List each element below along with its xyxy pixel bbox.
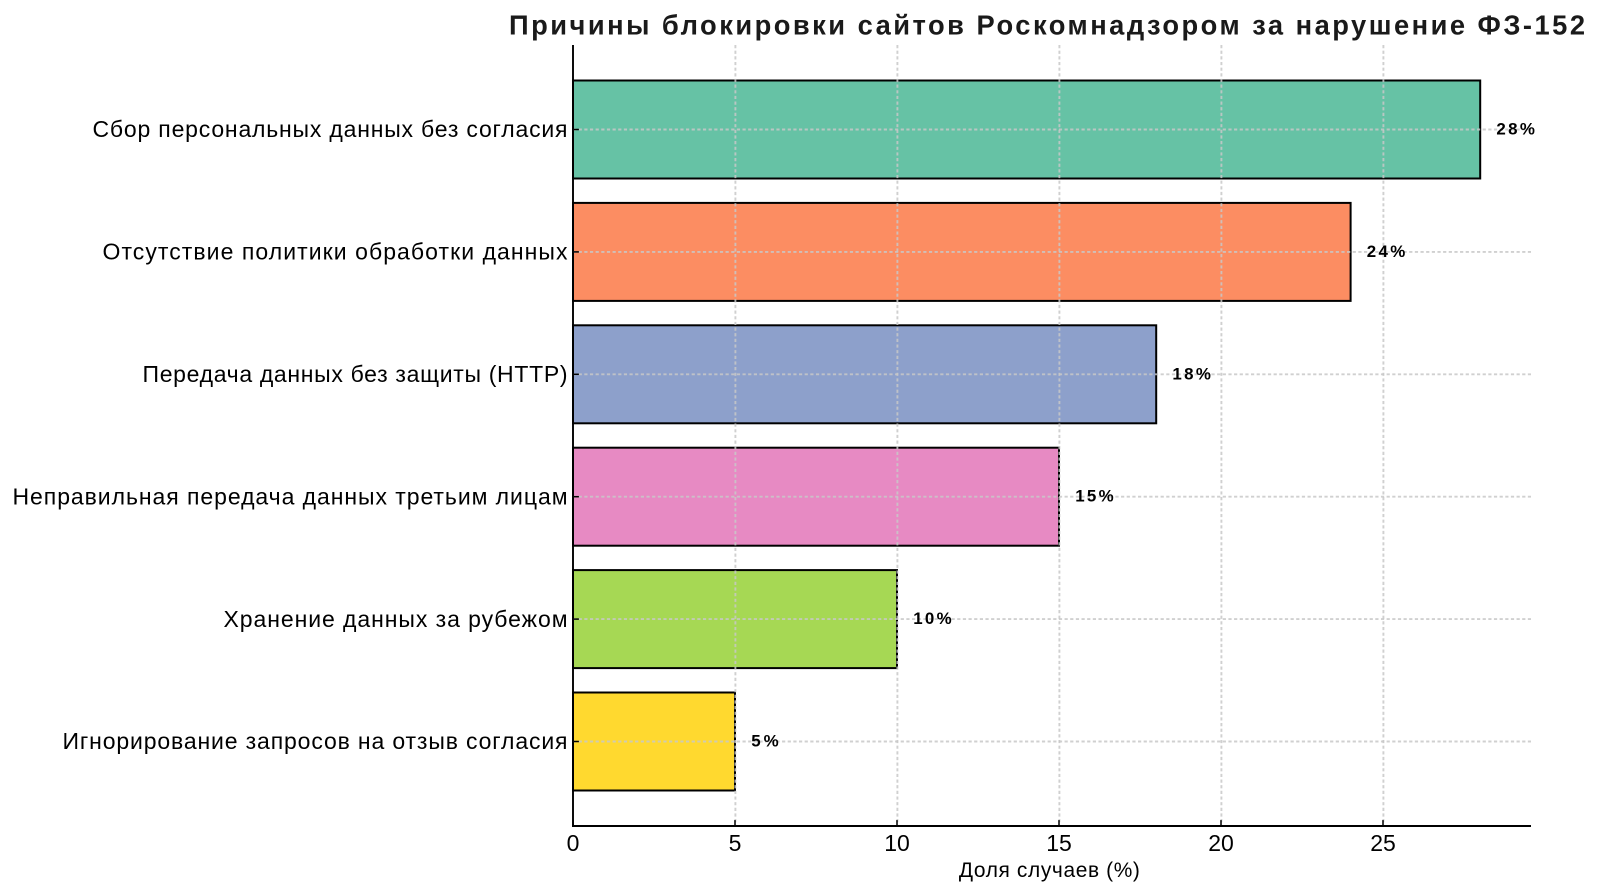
svg-text:5%: 5% <box>751 732 779 751</box>
svg-text:Передача данных без защиты (HT: Передача данных без защиты (HTTP) <box>143 361 568 387</box>
svg-text:24%: 24% <box>1367 242 1406 261</box>
svg-text:Хранение данных за рубежом: Хранение данных за рубежом <box>224 606 568 632</box>
svg-text:5: 5 <box>729 830 742 856</box>
svg-text:Неправильная передача данных т: Неправильная передача данных третьим лиц… <box>13 483 568 509</box>
svg-text:Игнорирование запросов на отзы: Игнорирование запросов на отзыв согласия <box>63 728 568 754</box>
svg-text:28%: 28% <box>1496 120 1535 139</box>
svg-text:25: 25 <box>1370 830 1396 856</box>
svg-text:10: 10 <box>884 830 910 856</box>
svg-text:0: 0 <box>567 830 580 856</box>
svg-text:Отсутствие политики обработки: Отсутствие политики обработки данных <box>103 239 569 265</box>
svg-text:15: 15 <box>1046 830 1072 856</box>
svg-text:15%: 15% <box>1075 487 1114 506</box>
svg-text:10%: 10% <box>913 609 952 628</box>
svg-text:20: 20 <box>1208 830 1234 856</box>
svg-text:Сбор персональных данных без с: Сбор персональных данных без согласия <box>93 116 568 142</box>
svg-text:Доля случаев (%): Доля случаев (%) <box>959 859 1140 882</box>
svg-text:18%: 18% <box>1172 364 1211 383</box>
